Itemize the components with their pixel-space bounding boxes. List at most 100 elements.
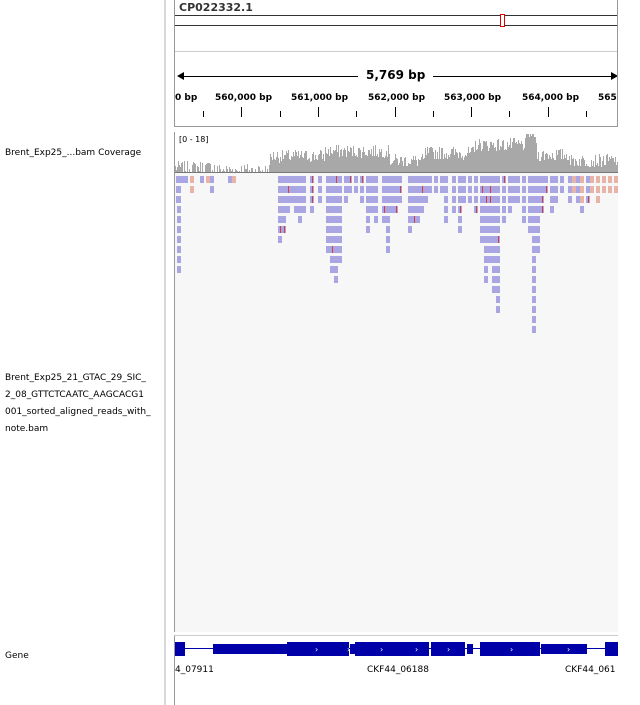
data-panel[interactable]: [0 - 18] [174, 132, 618, 632]
aligned-read [416, 186, 420, 193]
aligned-read [528, 216, 532, 223]
ruler-panel[interactable]: CP022332.1 5,769 bp 0 bp 560,000 bp 561,… [174, 0, 618, 127]
aligned-read [374, 196, 378, 203]
aligned-read [560, 186, 564, 193]
gene-name[interactable]: CKF44_06188 [367, 665, 429, 675]
coverage-track[interactable]: [0 - 18] [175, 132, 618, 173]
aligned-read [540, 186, 544, 193]
coverage-bar [487, 146, 488, 172]
tick-label: 564,000 bp [522, 93, 580, 103]
aligned-read [468, 186, 472, 193]
coverage-bar [198, 167, 199, 172]
aligned-read [484, 206, 488, 213]
mismatch-mark [288, 186, 289, 193]
coverage-bar [580, 166, 581, 172]
coverage-bar [585, 166, 586, 172]
aligned-read [568, 196, 572, 203]
coverage-bar [193, 162, 194, 172]
gene-name[interactable]: 4_07911 [175, 665, 214, 675]
aligned-read [334, 266, 338, 273]
coverage-bar [281, 161, 282, 172]
aligned-read [408, 176, 412, 183]
mismatch-mark [460, 206, 461, 213]
chromosome-name: CP022332.1 [179, 1, 253, 14]
coverage-bar [285, 155, 286, 172]
aligned-read [550, 176, 554, 183]
aligned-read [502, 196, 506, 203]
current-region-marker[interactable] [500, 14, 505, 27]
coverage-bar [454, 155, 455, 172]
coverage-bar [552, 153, 553, 172]
coverage-bar [217, 166, 218, 172]
aligned-read [528, 226, 532, 233]
gene-name[interactable]: CKF44_061 [565, 665, 616, 675]
coverage-bar [187, 161, 188, 172]
coverage-bar [497, 140, 498, 172]
aligned-read [330, 266, 334, 273]
aligned-read [348, 186, 352, 193]
gene-track-label[interactable]: Gene [5, 651, 29, 661]
aligned-read [580, 206, 584, 213]
aligned-read [374, 206, 378, 213]
coverage-bar [498, 139, 499, 172]
aligned-read [416, 196, 420, 203]
coverage-baseline [175, 172, 618, 173]
mismatch-mark [490, 196, 491, 203]
read-pileup[interactable] [175, 174, 618, 632]
coverage-bar [572, 159, 573, 172]
aligned-read [488, 176, 492, 183]
alignment-track-label[interactable]: Brent_Exp25_21_GTAC_29_SIC_ 2_08_GTTCTCA… [5, 373, 151, 434]
coverage-bar [348, 151, 349, 172]
alignment-track[interactable] [175, 174, 618, 632]
coverage-bar [283, 159, 284, 172]
minor-tick [203, 111, 204, 117]
coverage-bar [415, 156, 416, 172]
aligned-read [596, 196, 600, 203]
aligned-read [488, 256, 492, 263]
coverage-bar [488, 151, 489, 172]
coverage-track-label[interactable]: Brent_Exp25_...bam Coverage [5, 148, 142, 158]
aligned-read [420, 176, 424, 183]
coverage-bar [451, 149, 452, 172]
coverage-bar [298, 151, 299, 172]
mismatch-mark [312, 196, 313, 203]
coverage-bar [239, 171, 240, 172]
coverage-bar [589, 167, 590, 172]
aligned-read [338, 176, 342, 183]
panel-divider[interactable] [164, 0, 166, 705]
coverage-bar [535, 137, 536, 172]
aligned-read [366, 176, 370, 183]
minor-tick [280, 111, 281, 117]
aligned-read [412, 186, 416, 193]
coverage-bar [295, 150, 296, 172]
coverage-bar [582, 156, 583, 172]
coverage-bar [525, 138, 526, 172]
coverage-bar [592, 166, 593, 172]
aligned-read [516, 176, 520, 183]
aligned-read [302, 196, 306, 203]
coverage-bar [559, 150, 560, 172]
aligned-read [366, 186, 370, 193]
mismatch-mark [422, 186, 423, 193]
chromosome-ideogram[interactable] [175, 15, 617, 26]
coverage-bar [458, 158, 459, 172]
aligned-read [424, 196, 428, 203]
coverage-bar [539, 161, 540, 172]
coverage-bar [577, 165, 578, 172]
aligned-read [512, 196, 516, 203]
aligned-read [412, 206, 416, 213]
coverage-histogram[interactable] [175, 132, 618, 173]
aligned-read [382, 216, 386, 223]
aligned-read [480, 206, 484, 213]
aligned-read [434, 176, 438, 183]
coverage-bar [344, 148, 345, 172]
aligned-read [398, 196, 402, 203]
aligned-read [177, 176, 181, 183]
coverage-bar [393, 161, 394, 172]
coverage-bar [313, 152, 314, 172]
gene-track[interactable]: › › › › › › › 4_07911 CKF44_06188 CKF44_061 [174, 635, 618, 705]
gene-features[interactable]: › › › › › › › [175, 636, 618, 666]
aligned-read [492, 276, 496, 283]
coverage-bar [364, 152, 365, 172]
aligned-read [302, 186, 306, 193]
